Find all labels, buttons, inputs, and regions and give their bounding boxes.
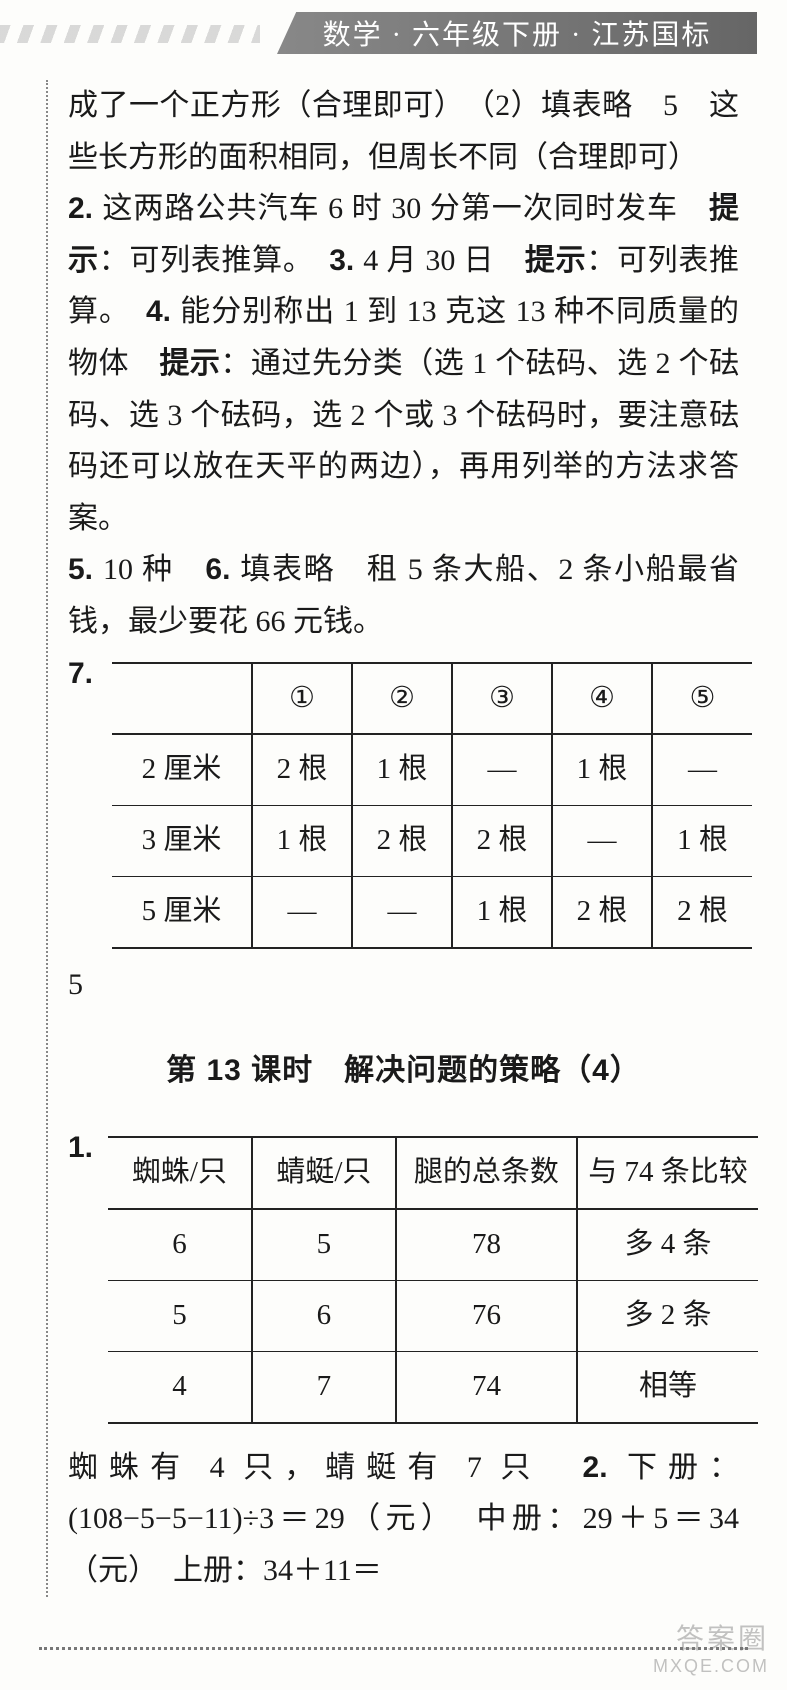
question-number-6: 6. (205, 553, 240, 586)
banner-stripes-decoration (0, 25, 260, 43)
table-cell: 1 根 (252, 806, 352, 877)
table-cell: ① (252, 663, 352, 735)
table-cell: 与 74 条比较 (577, 1137, 758, 1209)
table-cell: ⑤ (652, 663, 752, 735)
table-cell: — (452, 734, 552, 805)
table-cell: 78 (396, 1209, 577, 1280)
table-cell: — (352, 877, 452, 948)
table-cell: — (652, 734, 752, 805)
table-cell: 2 厘米 (112, 734, 252, 805)
table-cell: 4 (108, 1351, 252, 1422)
table-cell: 1 根 (352, 734, 452, 805)
question-number-3: 3. (329, 244, 363, 277)
footer-dotted-line (39, 1647, 747, 1650)
table-header-row: 蜘蛛/只 蜻蜓/只 腿的总条数 与 74 条比较 (108, 1137, 758, 1209)
table-cell: 2 根 (352, 806, 452, 877)
page: 数学 · 六年级下册 · 江苏国标 成了一个正方形（合理即可） （2）填表略 5… (0, 0, 787, 1690)
table-row: 5 厘米 — — 1 根 2 根 2 根 (112, 877, 752, 948)
table-cell: 1 根 (552, 734, 652, 805)
table-cell: — (552, 806, 652, 877)
table-cell: 蜘蛛/只 (108, 1137, 252, 1209)
table-cell: 6 (252, 1280, 396, 1351)
question-number-2: 2. (68, 192, 102, 225)
text-line: 成了一个正方形（合理即可） （2）填表略 5 这 (68, 89, 739, 122)
question-number-5: 5. (68, 553, 103, 586)
watermark: 答案圈 MXQE.COM (653, 1622, 769, 1677)
question-7-row: 7. ① ② ③ ④ ⑤ 2 厘米 2 根 1 根 — (68, 648, 739, 960)
table-row: 3 厘米 1 根 2 根 2 根 — 1 根 (112, 806, 752, 877)
table-cell: 多 2 条 (577, 1280, 758, 1351)
table-cell: 76 (396, 1280, 577, 1351)
question-number-7: 7. (68, 648, 102, 699)
table-cell: 2 根 (252, 734, 352, 805)
table-cell: 5 (108, 1280, 252, 1351)
question-number-2b: 2. (583, 1451, 627, 1484)
question-1b-row: 1. 蜘蛛/只 蜻蜓/只 腿的总条数 与 74 条比较 6 5 78 多 4 条 (68, 1122, 739, 1434)
q7-after-text: 5 (68, 959, 739, 1011)
table-cell: 1 根 (452, 877, 552, 948)
table-row: 2 厘米 2 根 1 根 — 1 根 — (112, 734, 752, 805)
hint-text: ：可列表推算。 (99, 244, 330, 277)
section-13-title: 第 13 课时 解决问题的策略（4） (68, 1045, 739, 1097)
question-number-1b: 1. (68, 1122, 102, 1173)
table-cell: 74 (396, 1351, 577, 1422)
table-cell: ④ (552, 663, 652, 735)
table-cell: 腿的总条数 (396, 1137, 577, 1209)
table-cell (112, 663, 252, 735)
watermark-line2: MXQE.COM (653, 1656, 769, 1678)
hint-label: 提示 (159, 347, 220, 380)
table-cell: 相等 (577, 1351, 758, 1422)
table-header-row: ① ② ③ ④ ⑤ (112, 663, 752, 735)
table-cell: 多 4 条 (577, 1209, 758, 1280)
table-cell: 1 根 (652, 806, 752, 877)
table-cell: 5 厘米 (112, 877, 252, 948)
answer-text: 4 月 30 日 (363, 244, 525, 277)
left-dotted-margin (46, 80, 48, 1597)
table-cell: ② (352, 663, 452, 735)
table-row: 4 7 74 相等 (108, 1351, 758, 1422)
hint-label: 提示 (525, 244, 586, 277)
table-cell: 2 根 (452, 806, 552, 877)
watermark-line1: 答案圈 (676, 1623, 769, 1654)
table-cell: 5 (252, 1209, 396, 1280)
table-cell: 7 (252, 1351, 396, 1422)
table-row: 6 5 78 多 4 条 (108, 1209, 758, 1280)
text-line: 些长方形的面积相同，但周长不同（合理即可） (68, 141, 698, 174)
table-1b-wrap: 蜘蛛/只 蜻蜓/只 腿的总条数 与 74 条比较 6 5 78 多 4 条 5 … (102, 1136, 758, 1424)
header-banner: 数学 · 六年级下册 · 江苏国标 (0, 0, 787, 60)
table-7-wrap: ① ② ③ ④ ⑤ 2 厘米 2 根 1 根 — 1 根 — (102, 662, 752, 950)
paragraph-1: 成了一个正方形（合理即可） （2）填表略 5 这 些长方形的面积相同，但周长不同… (68, 80, 739, 183)
table-cell: 蜻蜓/只 (252, 1137, 396, 1209)
header-title: 数学 · 六年级下册 · 江苏国标 (277, 12, 757, 54)
table-cell: — (252, 877, 352, 948)
answer-text: 这两路公共汽车 6 时 30 分第一次同时发车 (102, 192, 709, 225)
paragraph-q2-4: 2. 这两路公共汽车 6 时 30 分第一次同时发车 提示：可列表推算。 3. … (68, 183, 739, 544)
table-1b: 蜘蛛/只 蜻蜓/只 腿的总条数 与 74 条比较 6 5 78 多 4 条 5 … (108, 1136, 758, 1424)
table-cell: ③ (452, 663, 552, 735)
answer-text: 10 种 (103, 553, 205, 586)
table-cell: 2 根 (552, 877, 652, 948)
question-number-4: 4. (146, 295, 180, 328)
paragraph-q5-6: 5. 10 种 6. 填表略 租 5 条大船、2 条小船最省钱，最少要花 66 … (68, 544, 739, 647)
table-7: ① ② ③ ④ ⑤ 2 厘米 2 根 1 根 — 1 根 — (112, 662, 752, 950)
body-content: 成了一个正方形（合理即可） （2）填表略 5 这 些长方形的面积相同，但周长不同… (0, 80, 787, 1597)
paragraph-2: 蜘蛛有 4 只，蜻蜓有 7 只 2. 下册：(108−5−5−11)÷3＝29（… (68, 1442, 739, 1597)
table-cell: 2 根 (652, 877, 752, 948)
table-cell: 6 (108, 1209, 252, 1280)
answer-text: 蜘蛛有 4 只，蜻蜓有 7 只 (68, 1451, 583, 1484)
table-row: 5 6 76 多 2 条 (108, 1280, 758, 1351)
table-cell: 3 厘米 (112, 806, 252, 877)
